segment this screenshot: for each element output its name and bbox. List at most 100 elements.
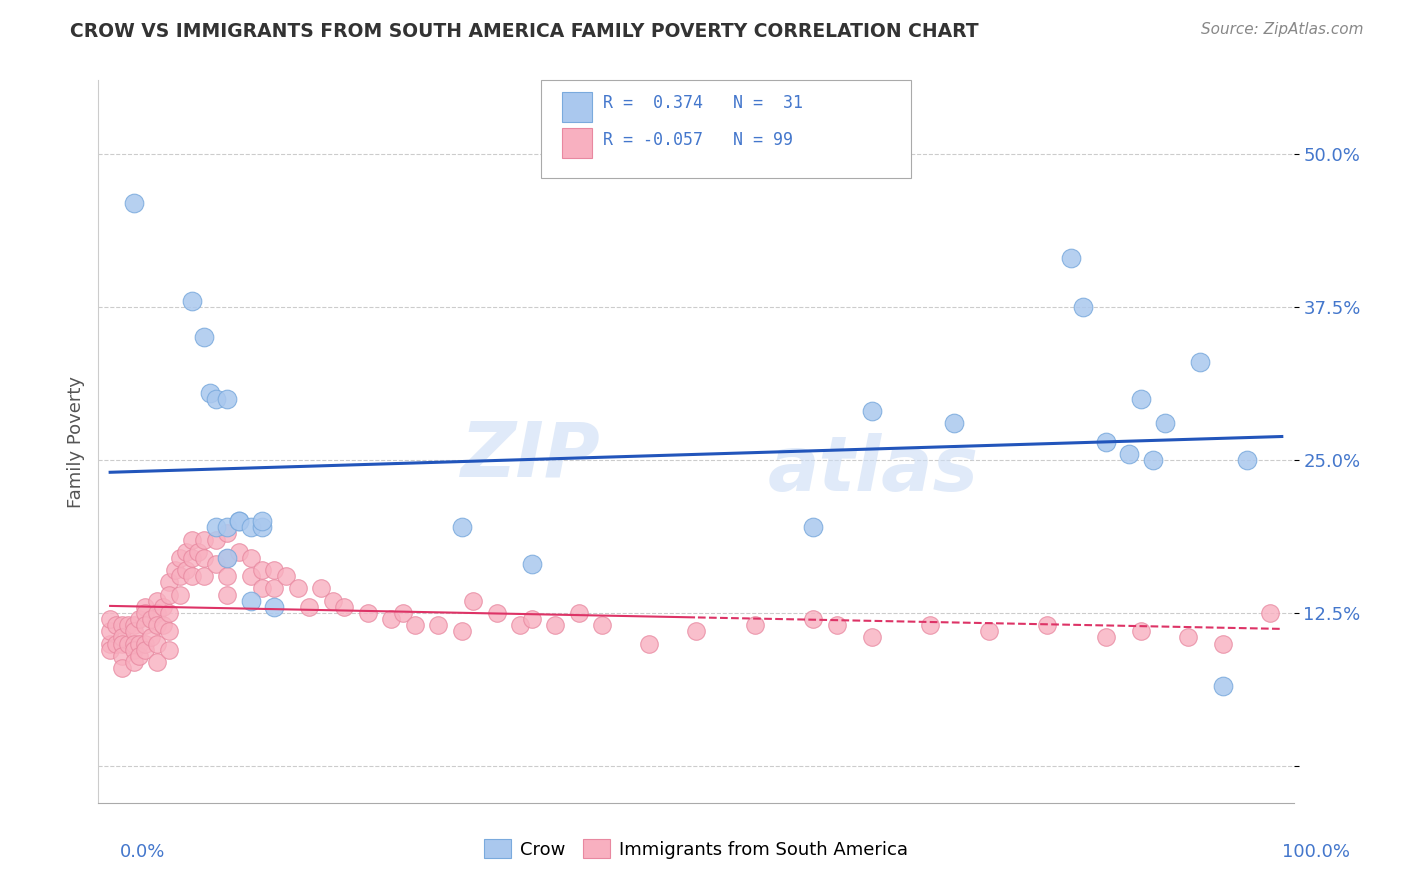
Point	[122, 195, 145, 210]
Point	[1095, 434, 1118, 449]
Point	[239, 550, 262, 565]
Point	[204, 520, 226, 534]
Point	[181, 569, 204, 583]
Point	[825, 618, 848, 632]
Point	[152, 599, 174, 614]
Point	[146, 655, 169, 669]
Point	[287, 582, 309, 596]
Point	[228, 545, 250, 559]
Text: ZIP: ZIP	[461, 419, 600, 493]
Point	[1036, 618, 1059, 632]
Point	[920, 618, 942, 632]
Point	[157, 588, 180, 602]
Point	[357, 606, 380, 620]
Point	[193, 330, 215, 344]
Point	[544, 618, 567, 632]
Point	[228, 514, 250, 528]
Point	[105, 637, 128, 651]
Point	[122, 624, 145, 639]
Point	[193, 550, 215, 565]
Point	[801, 520, 824, 534]
Point	[181, 293, 204, 308]
Point	[98, 642, 121, 657]
Text: Source: ZipAtlas.com: Source: ZipAtlas.com	[1201, 22, 1364, 37]
Text: 0.0%: 0.0%	[120, 843, 165, 861]
Point	[252, 563, 274, 577]
Point	[520, 557, 543, 571]
Point	[169, 550, 191, 565]
Point	[239, 569, 262, 583]
Point	[141, 631, 163, 645]
Point	[1130, 624, 1153, 639]
Point	[860, 631, 883, 645]
Point	[117, 637, 139, 651]
Point	[1212, 680, 1234, 694]
Point	[263, 582, 285, 596]
Point	[427, 618, 450, 632]
Point	[228, 514, 250, 528]
Point	[141, 612, 163, 626]
Point	[1236, 453, 1258, 467]
Point	[204, 533, 226, 547]
Point	[520, 612, 543, 626]
Point	[1060, 251, 1083, 265]
Point	[193, 533, 215, 547]
Point	[111, 631, 134, 645]
Point	[122, 637, 145, 651]
Point	[157, 606, 180, 620]
Point	[111, 661, 134, 675]
Point	[146, 618, 169, 632]
Point	[801, 612, 824, 626]
Point	[685, 624, 707, 639]
FancyBboxPatch shape	[562, 128, 592, 158]
Point	[204, 557, 226, 571]
Point	[146, 637, 169, 651]
Point	[252, 582, 274, 596]
Point	[128, 612, 150, 626]
Point	[509, 618, 531, 632]
Point	[450, 520, 472, 534]
Text: R =  0.374   N =  31: R = 0.374 N = 31	[603, 95, 803, 112]
Point	[274, 569, 297, 583]
Point	[298, 599, 321, 614]
Point	[105, 618, 128, 632]
Point	[591, 618, 613, 632]
Point	[380, 612, 402, 626]
Point	[122, 642, 145, 657]
Point	[134, 637, 156, 651]
Point	[163, 563, 186, 577]
Point	[152, 618, 174, 632]
Point	[568, 606, 591, 620]
Point	[744, 618, 766, 632]
Point	[217, 569, 239, 583]
Point	[146, 593, 169, 607]
Point	[638, 637, 661, 651]
Point	[860, 404, 883, 418]
Point	[193, 569, 215, 583]
Point	[122, 618, 145, 632]
Point	[128, 648, 150, 663]
Point	[392, 606, 415, 620]
Point	[181, 533, 204, 547]
Point	[217, 526, 239, 541]
Point	[1258, 606, 1281, 620]
Point	[117, 618, 139, 632]
Point	[146, 606, 169, 620]
Point	[134, 618, 156, 632]
Point	[322, 593, 344, 607]
Point	[98, 637, 121, 651]
Point	[122, 655, 145, 669]
Point	[1212, 637, 1234, 651]
Point	[404, 618, 426, 632]
Point	[111, 648, 134, 663]
Point	[134, 642, 156, 657]
Point	[263, 563, 285, 577]
Point	[239, 593, 262, 607]
FancyBboxPatch shape	[541, 80, 911, 178]
Text: 100.0%: 100.0%	[1282, 843, 1350, 861]
Point	[485, 606, 508, 620]
Text: CROW VS IMMIGRANTS FROM SOUTH AMERICA FAMILY POVERTY CORRELATION CHART: CROW VS IMMIGRANTS FROM SOUTH AMERICA FA…	[70, 22, 979, 41]
Point	[111, 637, 134, 651]
Point	[252, 520, 274, 534]
Point	[174, 545, 197, 559]
